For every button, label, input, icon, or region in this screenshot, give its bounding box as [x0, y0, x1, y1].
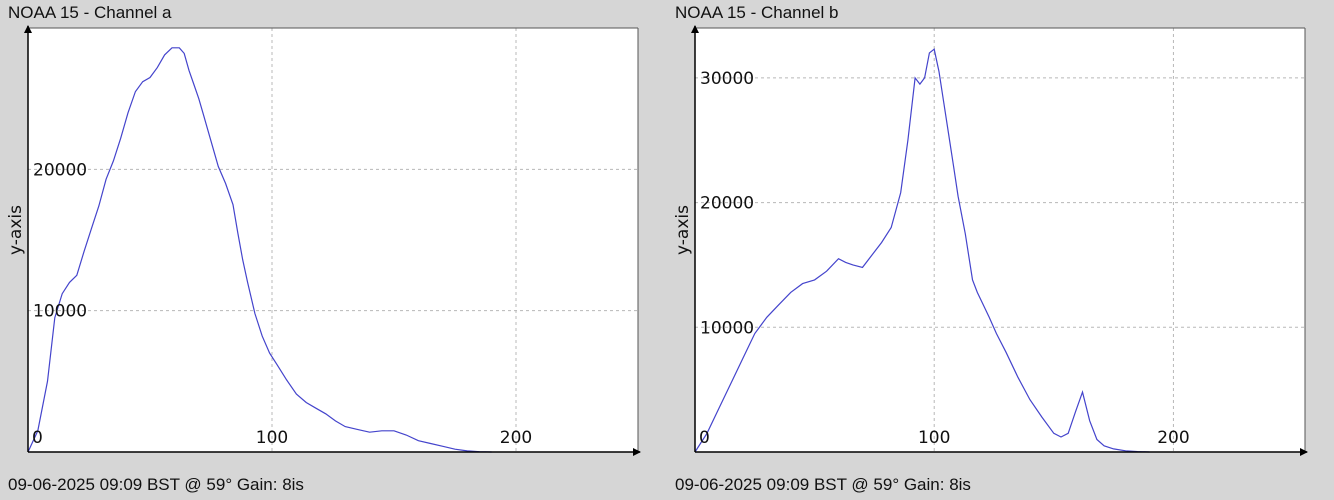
chart-title: NOAA 15 - Channel a — [8, 3, 172, 22]
y-axis-arrow-icon — [24, 25, 32, 33]
y-tick-label: 20000 — [33, 160, 87, 180]
y-tick-label: 10000 — [33, 302, 87, 322]
plot-area — [28, 28, 638, 452]
x-tick-label: 100 — [256, 428, 288, 448]
line-chart-channel-a: 0 100 200 10000 20000 y-axis — [6, 25, 641, 456]
plot-area — [695, 28, 1305, 452]
x-tick-label: 0 — [32, 428, 43, 448]
chart-footer-info: 09-06-2025 09:09 BST @ 59° Gain: 8is — [8, 475, 304, 494]
series-line-0 — [27, 47, 492, 453]
y-axis-label: y-axis — [673, 205, 693, 255]
x-tick-label: 200 — [500, 428, 532, 448]
chart-panel-channel-b: NOAA 15 - Channel b 0 100 200 10000 20000 300… — [667, 0, 1334, 500]
x-axis-arrow-icon — [633, 448, 641, 456]
chart-title: NOAA 15 - Channel b — [675, 3, 839, 22]
y-tick-label: 20000 — [700, 194, 754, 214]
x-tick-label: 100 — [918, 428, 950, 448]
y-tick-label: 30000 — [700, 69, 754, 89]
y-tick-label: 10000 — [700, 318, 754, 338]
y-axis-label: y-axis — [6, 205, 26, 255]
chart-footer-info: 09-06-2025 09:09 BST @ 59° Gain: 8is — [675, 475, 971, 494]
x-tick-label: 200 — [1157, 428, 1189, 448]
y-axis-arrow-icon — [691, 25, 699, 33]
chart-panel-channel-a: NOAA 15 - Channel a 0 100 200 10000 20000 y-a… — [6, 3, 641, 494]
x-tick-label: 0 — [699, 428, 710, 448]
line-chart-channel-b: 0 100 200 10000 20000 30000 y-axis — [673, 25, 1308, 456]
series-line-0 — [694, 48, 1150, 453]
x-axis-arrow-icon — [1300, 448, 1308, 456]
